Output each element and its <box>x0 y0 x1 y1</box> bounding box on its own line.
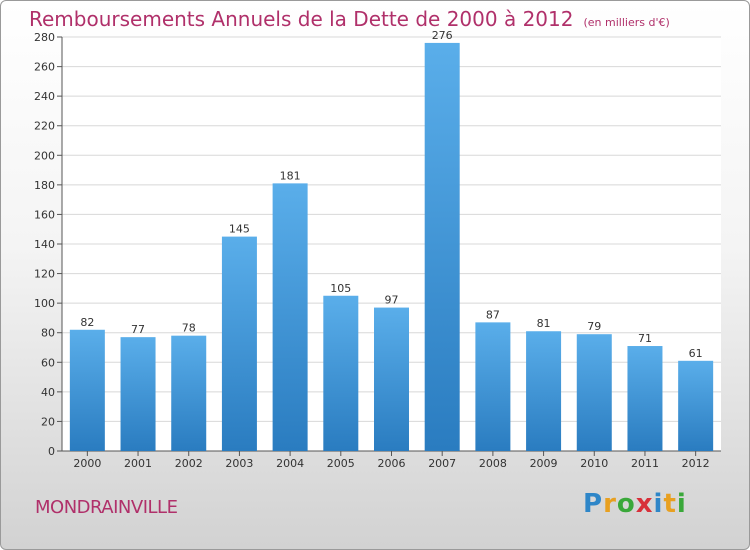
y-tick-label: 140 <box>34 238 55 251</box>
bar-value-label: 82 <box>80 316 94 329</box>
bar-value-label: 276 <box>432 29 453 42</box>
chart-subtitle: (en milliers d'€) <box>583 16 670 29</box>
y-tick-label: 60 <box>41 356 55 369</box>
x-tick-label: 2001 <box>124 457 152 470</box>
bar <box>120 337 156 451</box>
bar-value-label: 78 <box>182 322 196 335</box>
y-tick-label: 180 <box>34 179 55 192</box>
bar <box>627 346 663 451</box>
chart-title: Remboursements Annuels de la Dette de 20… <box>29 7 670 31</box>
bar <box>171 335 207 451</box>
bar-value-label: 105 <box>330 282 351 295</box>
bar <box>323 295 359 451</box>
bar <box>221 236 257 451</box>
bar <box>526 331 562 451</box>
chart-title-text: Remboursements Annuels de la Dette de 20… <box>29 7 574 31</box>
bar <box>69 329 105 451</box>
bar-chart: 0 20 40 60 80 100 120 140 160 180 200 220 240 260 280 8… <box>34 29 721 470</box>
bar-value-label: 181 <box>280 169 301 182</box>
y-tick-label: 240 <box>34 90 55 103</box>
x-tick-label: 2000 <box>73 457 101 470</box>
bar <box>272 183 308 451</box>
bar-value-label: 81 <box>537 317 551 330</box>
y-tick-label: 220 <box>34 120 55 133</box>
bar <box>678 360 714 451</box>
bar-value-label: 145 <box>229 223 250 236</box>
x-tick-label: 2003 <box>225 457 253 470</box>
y-tick-label: 0 <box>48 445 55 458</box>
bar <box>576 334 612 451</box>
bar-value-label: 71 <box>638 332 652 345</box>
y-tick-label: 80 <box>41 327 55 340</box>
y-tick-label: 20 <box>41 415 55 428</box>
x-tick-label: 2011 <box>631 457 659 470</box>
bar-value-label: 87 <box>486 308 500 321</box>
y-tick-label: 40 <box>41 386 55 399</box>
commune-name: MONDRAINVILLE <box>35 497 178 518</box>
x-tick-label: 2005 <box>327 457 355 470</box>
bar <box>374 307 409 451</box>
bar-value-label: 77 <box>131 323 145 336</box>
x-tick-label: 2007 <box>428 457 456 470</box>
bar-value-label: 79 <box>587 320 601 333</box>
x-tick-label: 2008 <box>479 457 507 470</box>
x-tick-label: 2012 <box>682 457 710 470</box>
bar-value-label: 97 <box>385 294 399 307</box>
y-tick-label: 120 <box>34 268 55 281</box>
x-tick-label: 2004 <box>276 457 304 470</box>
y-tick-label: 260 <box>34 61 55 74</box>
y-tick-label: 200 <box>34 149 55 162</box>
y-tick-label: 280 <box>34 31 55 44</box>
proxiti-logo: Proxiti <box>583 489 687 519</box>
bar <box>475 322 511 451</box>
bar <box>424 42 460 452</box>
y-tick-label: 100 <box>34 297 55 310</box>
y-tick-label: 160 <box>34 208 55 221</box>
bar-value-label: 61 <box>689 347 703 360</box>
x-tick-label: 2002 <box>175 457 203 470</box>
x-tick-label: 2006 <box>378 457 406 470</box>
x-tick-label: 2009 <box>530 457 558 470</box>
x-tick-label: 2010 <box>580 457 608 470</box>
